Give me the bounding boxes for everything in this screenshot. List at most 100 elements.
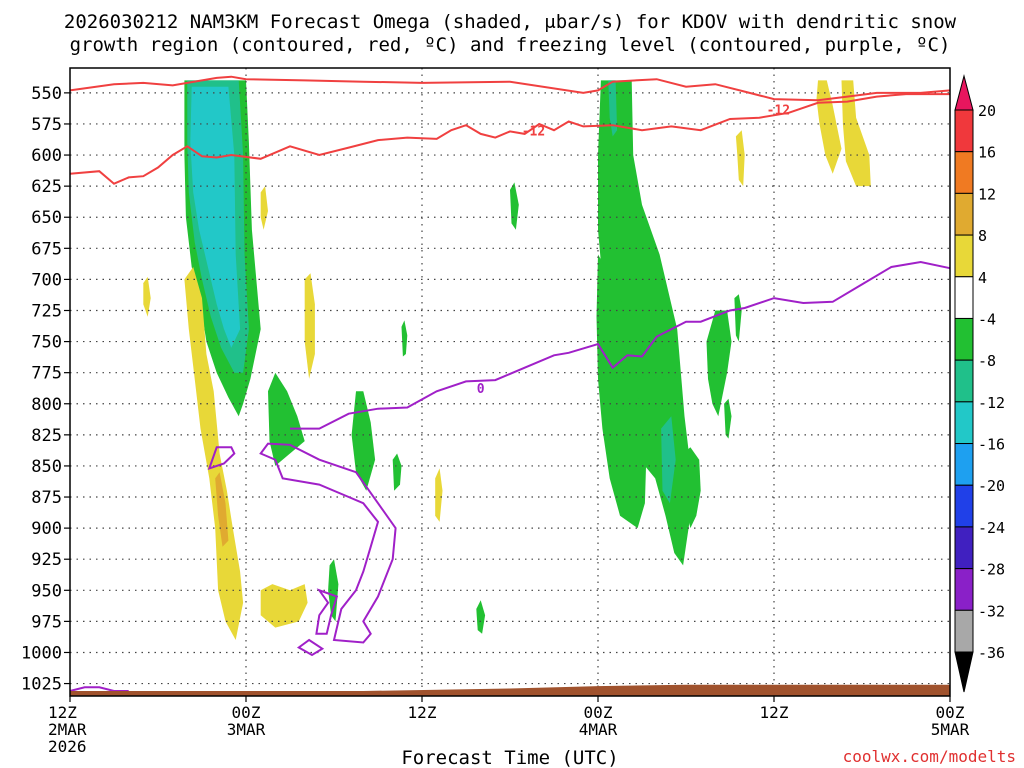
omega-shading — [143, 80, 871, 640]
ground-layer — [70, 684, 950, 696]
contours: -12 -12 0 — [69, 75, 951, 692]
freezing-level-pocket — [207, 446, 236, 470]
colorbar-label: 20 — [978, 102, 996, 120]
omega-region-pos4 — [143, 276, 151, 317]
colorbar-block — [954, 484, 974, 528]
colorbar-block — [954, 359, 974, 403]
y-tick-label: 575 — [31, 115, 62, 135]
y-tick-label: 625 — [31, 177, 62, 197]
colorbar-block — [954, 234, 974, 278]
y-tick-label: 700 — [31, 270, 62, 290]
freezing-level-contour — [290, 260, 951, 430]
dgz-contour-lower — [69, 93, 950, 185]
colorbar-label: 12 — [978, 185, 996, 203]
omega-region-pos4 — [304, 273, 315, 379]
ground-surface — [70, 684, 950, 696]
colorbar-block — [954, 568, 974, 611]
omega-region-neg12 — [190, 86, 241, 348]
freezing-level-pocket — [259, 442, 397, 644]
y-tick-label: 850 — [31, 457, 62, 477]
colorbar-label: -16 — [978, 436, 1005, 454]
chart-title-line-2: growth region (contoured, red, ºC) and f… — [70, 34, 951, 56]
chart-title-line-1: 2026030212 NAM3KM Forecast Omega (shaded… — [64, 11, 957, 33]
omega-region-neg4 — [268, 372, 305, 466]
freezing-level-pocket — [315, 588, 339, 635]
omega-region-neg4 — [596, 254, 647, 529]
x-tick-label: 2026 — [48, 737, 87, 756]
colorbar-label: -8 — [978, 352, 996, 370]
colorbar-label: -12 — [978, 394, 1005, 412]
omega-region-pos8 — [215, 472, 229, 547]
plot-area: -12 -12 0 — [69, 67, 951, 697]
omega-region-neg8 — [661, 416, 676, 504]
y-tick-label: 875 — [31, 488, 62, 508]
y-tick-label: 600 — [31, 146, 62, 166]
omega-region-pos4 — [260, 584, 308, 628]
omega-region-neg4 — [724, 398, 732, 439]
colorbar-label: -24 — [978, 519, 1005, 537]
omega-region-neg4 — [328, 559, 339, 622]
y-tick-label: 775 — [31, 364, 62, 384]
y-tick-label: 750 — [31, 333, 62, 353]
omega-region-pos4 — [260, 186, 268, 230]
dgz-label: -12 — [522, 124, 545, 139]
y-tick-label: 950 — [31, 581, 62, 601]
x-tick-label: 5MAR — [931, 720, 970, 739]
y-tick-label: 650 — [31, 208, 62, 228]
colorbar-label: 4 — [978, 269, 987, 287]
colorbar-block — [954, 609, 974, 653]
x-tick-label: 00Z — [232, 703, 261, 722]
dgz-contour-upper — [69, 75, 951, 102]
y-tick-label: 675 — [31, 239, 62, 259]
x-axis-label: Forecast Time (UTC) — [401, 747, 618, 768]
colorbar-block — [954, 276, 974, 319]
omega-region-neg4 — [392, 453, 402, 491]
omega-region-neg4 — [401, 320, 408, 357]
dgz-label: -12 — [767, 103, 790, 118]
y-tick-label: 925 — [31, 550, 62, 570]
colorbar-label: 8 — [978, 227, 987, 245]
omega-region-neg4 — [510, 182, 519, 230]
colorbar-block — [954, 526, 974, 570]
omega-region-pos4 — [816, 80, 842, 174]
omega-region-neg4 — [734, 294, 742, 342]
y-tick-label: 825 — [31, 426, 62, 446]
y-tick-label: 725 — [31, 301, 62, 321]
omega-region-neg8 — [608, 80, 618, 137]
omega-region-pos4 — [841, 80, 871, 187]
y-tick-label: 1000 — [21, 643, 62, 663]
credit-text: coolwx.com/modelts — [843, 747, 1016, 766]
colorbar-label: -28 — [978, 561, 1005, 579]
colorbar-block — [954, 401, 974, 445]
colorbar-label: -36 — [978, 644, 1005, 662]
colorbar-label: -20 — [978, 477, 1005, 495]
colorbar-label: 16 — [978, 144, 996, 162]
colorbar-block — [954, 109, 974, 153]
x-tick-label: 12Z — [48, 703, 77, 722]
omega-region-neg4 — [476, 600, 486, 634]
y-tick-label: 1025 — [21, 675, 62, 695]
x-tick-label: 00Z — [584, 703, 613, 722]
omega-region-pos4 — [735, 130, 745, 187]
omega-region-neg4 — [706, 310, 732, 417]
y-axis-ticks: 550 575 600 625 650 675 700 725 750 775 800 825 850 8… — [21, 84, 70, 695]
colorbar-block — [954, 317, 974, 361]
x-tick-label: 2MAR — [48, 720, 87, 739]
freezing-level-label: 0 — [477, 382, 485, 397]
colorbar-bottom-triangle — [954, 651, 974, 693]
gridlines — [70, 68, 950, 696]
y-tick-label: 900 — [31, 519, 62, 539]
colorbar: 20 16 12 8 4 -4 -8 -12 -16 -20 -24 -28 -32 -36 — [954, 74, 1005, 693]
colorbar-block — [954, 192, 974, 236]
colorbar-top-triangle — [954, 74, 974, 111]
colorbar-label: -4 — [978, 310, 996, 328]
colorbar-label: -32 — [978, 602, 1005, 620]
freezing-level-pocket — [296, 638, 325, 657]
x-tick-label: 4MAR — [579, 720, 618, 739]
x-tick-label: 00Z — [936, 703, 965, 722]
plot-frame — [69, 67, 951, 697]
y-tick-label: 975 — [31, 612, 62, 632]
y-tick-label: 550 — [31, 84, 62, 104]
